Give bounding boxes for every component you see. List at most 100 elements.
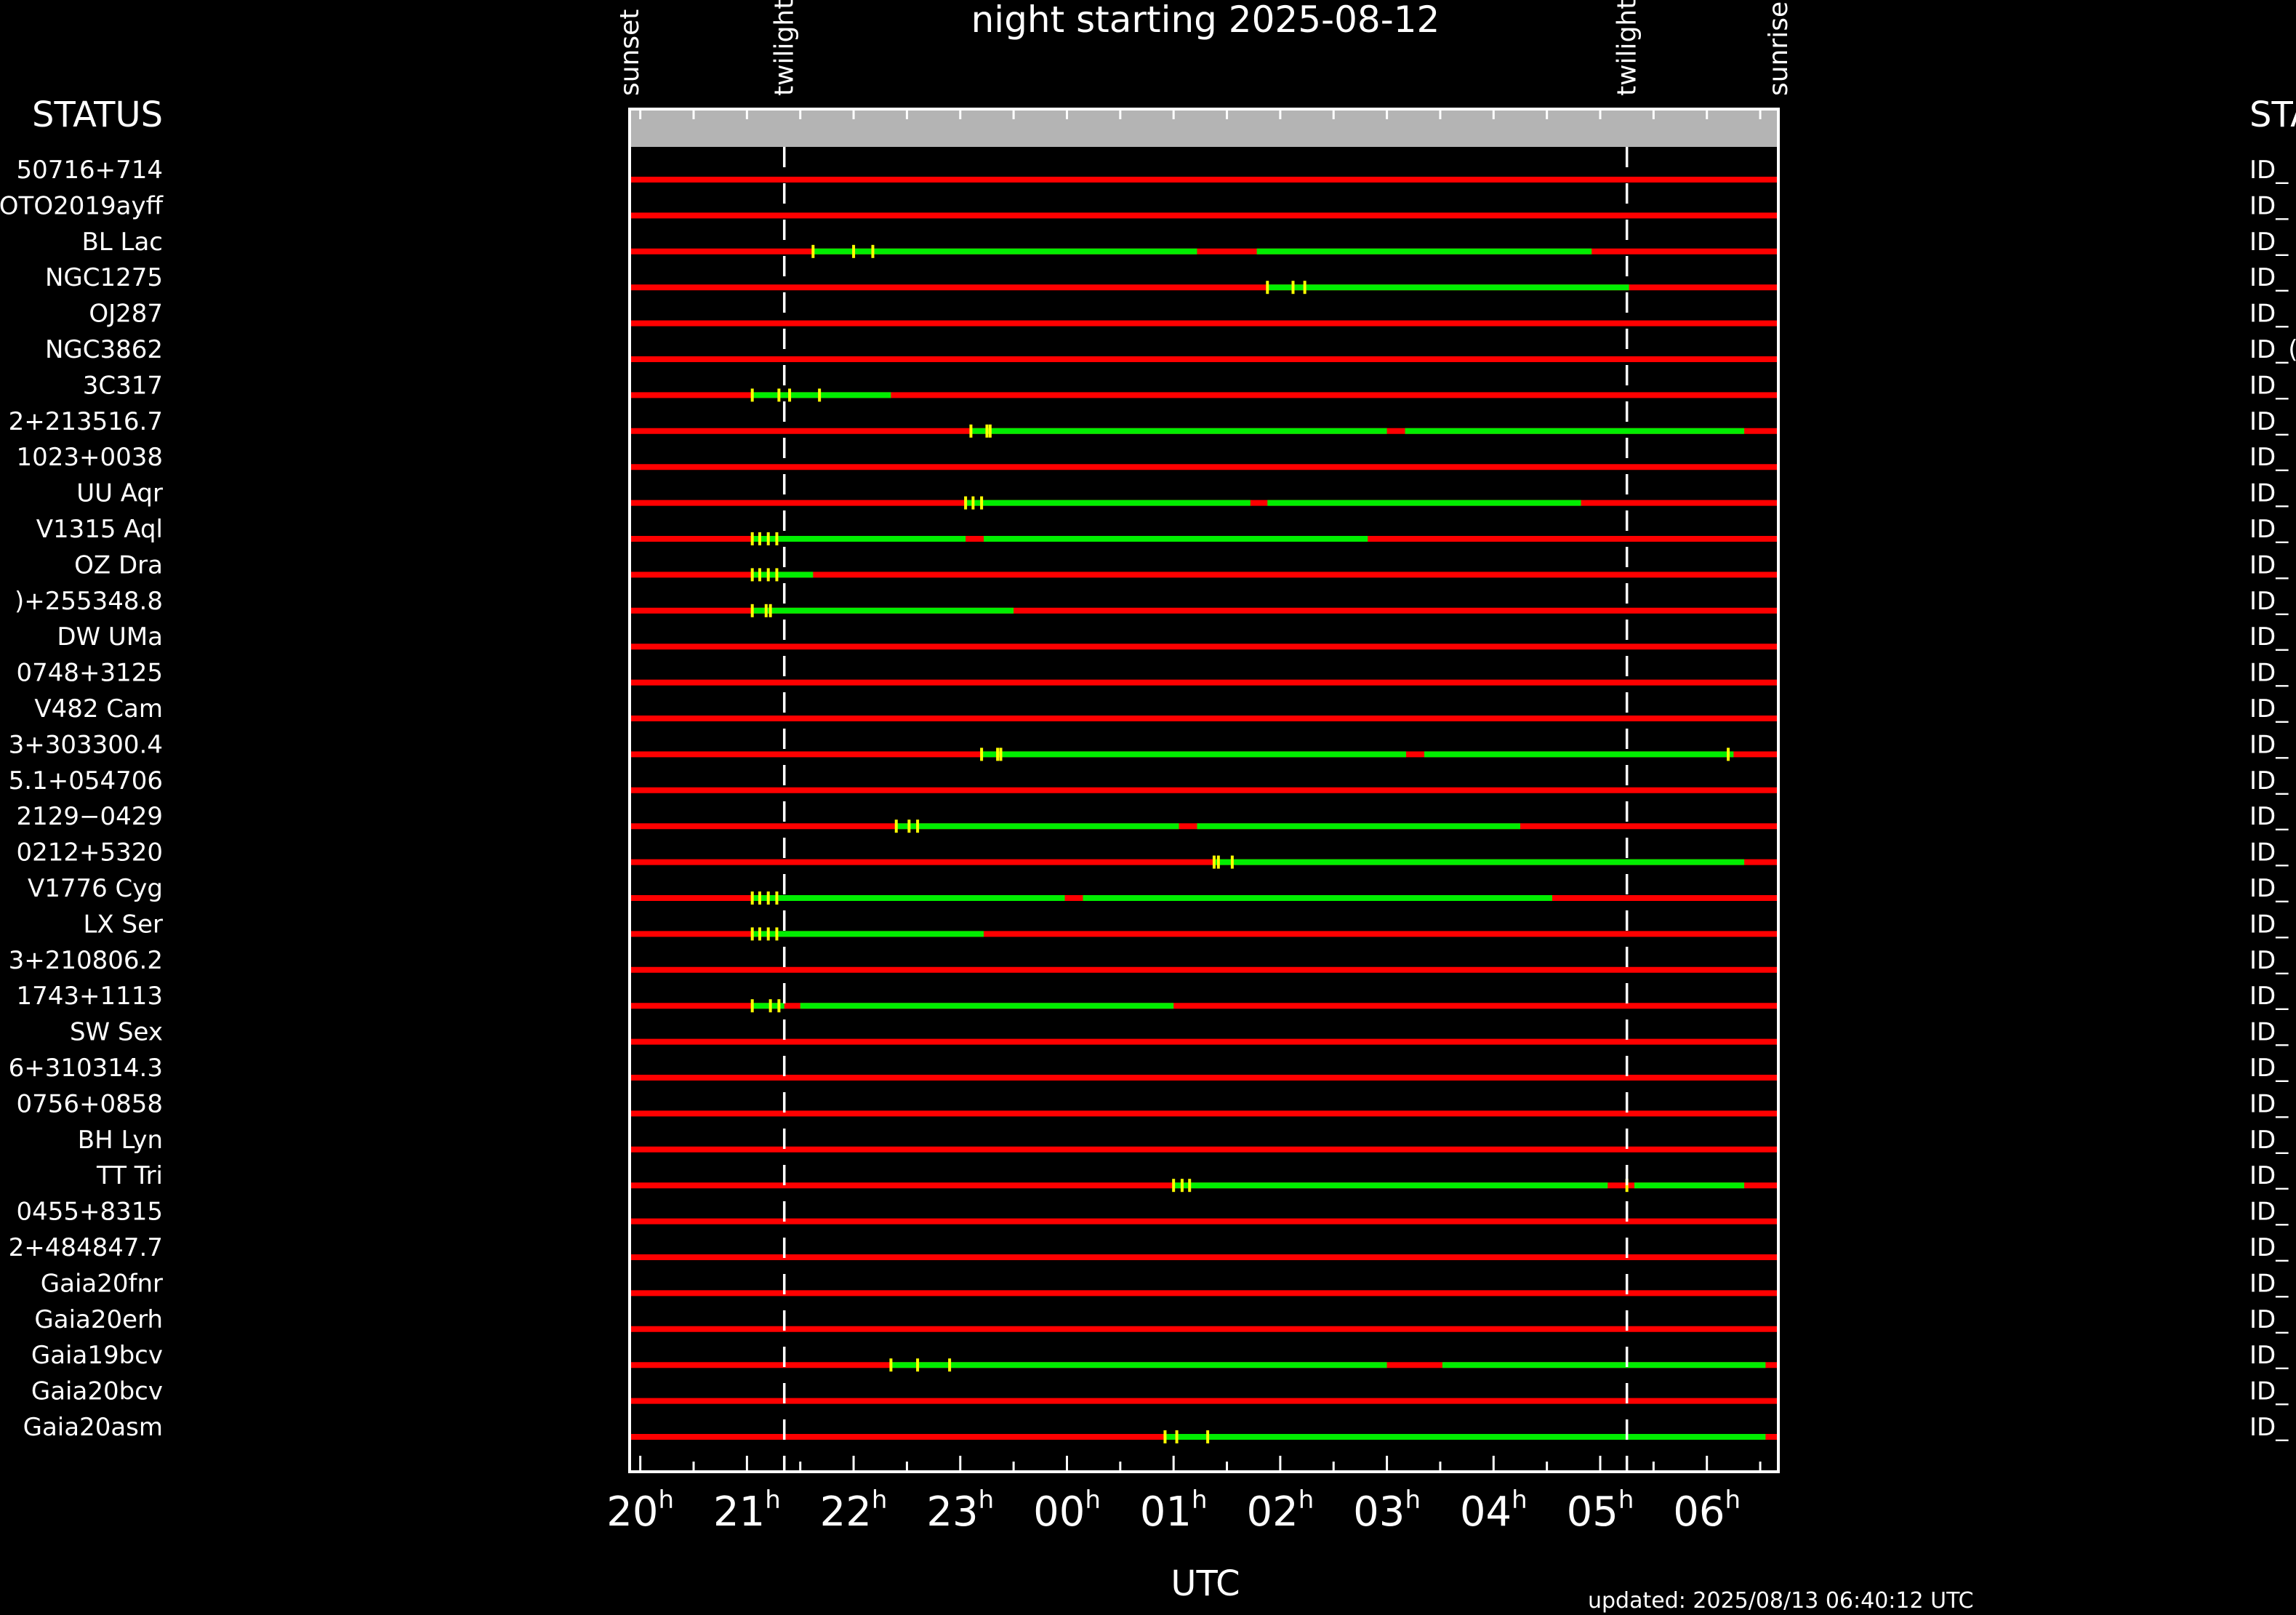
target-id-label: ID_ — [2249, 659, 2289, 688]
target-id-label: ID_ — [2249, 1018, 2289, 1047]
target-row-12 — [630, 604, 1778, 617]
header-band — [630, 109, 1778, 147]
x-tick-sup: h — [872, 1486, 888, 1515]
chart-title: night starting 2025-08-12 — [971, 0, 1440, 41]
x-tick-label: 01h — [1140, 1486, 1208, 1536]
target-label: 1023+0038 — [16, 443, 163, 472]
x-tick-sup: h — [1725, 1486, 1741, 1515]
target-label: NGC3862 — [45, 335, 163, 364]
x-tick-sup: h — [659, 1486, 675, 1515]
right-header: STA — [2249, 95, 2296, 135]
target-label: Gaia20erh — [34, 1305, 163, 1334]
target-id-label: ID_ — [2249, 1305, 2289, 1334]
target-label: V482 Cam — [34, 694, 163, 724]
target-label: Gaia20asm — [23, 1413, 163, 1442]
target-row-28 — [630, 1179, 1778, 1193]
target-id-label: ID_ — [2249, 1054, 2289, 1083]
target-label: BH Lyn — [78, 1126, 163, 1155]
target-label: NGC1275 — [45, 263, 163, 292]
target-id-label: ID_ — [2249, 228, 2289, 257]
updated-timestamp: updated: 2025/08/13 06:40:12 UTC — [1588, 1588, 1974, 1614]
target-id-label: ID_ — [2249, 263, 2289, 292]
target-row-19 — [630, 855, 1778, 869]
target-id-label: ID_ — [2249, 838, 2289, 867]
target-row-18 — [630, 819, 1778, 833]
target-label: DW UMa — [57, 622, 163, 652]
target-id-label: ID_ — [2249, 407, 2289, 436]
target-row-6 — [630, 388, 1778, 402]
target-label: 0756+0858 — [16, 1089, 163, 1118]
x-tick-label: 21h — [713, 1486, 781, 1536]
target-id-label: ID_ — [2249, 766, 2289, 796]
target-id-label: ID_ — [2249, 1161, 2289, 1190]
target-label: TT Tri — [96, 1161, 163, 1190]
marker-label-sunset: sunset — [615, 9, 645, 96]
target-label: SW Sex — [70, 1018, 163, 1047]
target-id-label: ID_ — [2249, 1089, 2289, 1118]
target-id-label: ID_ — [2249, 191, 2289, 220]
target-label: 0748+3125 — [16, 659, 163, 688]
target-id-label: ID_ — [2249, 1198, 2289, 1227]
x-tick-sup: h — [1405, 1486, 1421, 1515]
target-label: LX Ser — [83, 910, 163, 939]
target-row-10 — [630, 532, 1778, 545]
target-id-label: ID_ — [2249, 300, 2289, 329]
target-label: OZ Dra — [74, 550, 163, 580]
left-header: STATUS — [32, 95, 163, 135]
target-row-11 — [630, 568, 1778, 582]
target-id-label: ID_ — [2249, 515, 2289, 544]
x-tick-label: 06h — [1673, 1486, 1741, 1536]
x-tick-sup: h — [1512, 1486, 1528, 1515]
target-row-35 — [630, 1430, 1778, 1443]
x-tick-label: 02h — [1246, 1486, 1314, 1536]
target-id-label: ID_ — [2249, 550, 2289, 580]
target-label: 0212+5320 — [16, 838, 163, 867]
target-id-label: ID_ — [2249, 1377, 2289, 1406]
x-tick-label: 05h — [1567, 1486, 1634, 1536]
target-label: Gaia20fnr — [41, 1269, 163, 1298]
x-tick-label: 22h — [820, 1486, 888, 1536]
x-tick-sup: h — [1192, 1486, 1208, 1515]
x-axis-label: UTC — [1171, 1563, 1240, 1604]
target-id-label: ID_ — [2249, 802, 2289, 831]
x-tick-label: 03h — [1353, 1486, 1421, 1536]
target-row-21 — [630, 927, 1778, 941]
target-row-3 — [630, 281, 1778, 294]
target-id-label: ID_ — [2249, 587, 2289, 616]
x-tick-label: 23h — [926, 1486, 994, 1536]
target-label: 0455+8315 — [16, 1198, 163, 1227]
target-label: 5.1+054706 — [9, 766, 163, 796]
x-tick-label: 00h — [1033, 1486, 1101, 1536]
marker-label-twilight: twilight — [770, 0, 800, 96]
target-id-label: ID_ — [2249, 479, 2289, 508]
target-id-label: ID_ — [2249, 1341, 2289, 1370]
target-id-label: ID_ — [2249, 371, 2289, 400]
target-row-23 — [630, 999, 1778, 1013]
target-label: )+255348.8 — [15, 587, 163, 616]
target-row-20 — [630, 891, 1778, 905]
x-tick-sup: h — [1618, 1486, 1634, 1515]
target-id-label: ID_ — [2249, 156, 2289, 185]
target-id-label: ID_ — [2249, 443, 2289, 472]
marker-label-twilight: twilight — [1613, 0, 1642, 96]
target-label: 3+303300.4 — [9, 730, 163, 759]
x-tick-sup: h — [765, 1486, 781, 1515]
plot-frame — [628, 108, 1780, 1473]
target-id-label: ID_ — [2249, 730, 2289, 759]
target-label: 2129−0429 — [16, 802, 163, 831]
x-tick-sup: h — [979, 1486, 995, 1515]
target-row-9 — [630, 496, 1778, 510]
target-row-33 — [630, 1358, 1778, 1372]
target-row-16 — [630, 748, 1778, 761]
target-row-7 — [630, 424, 1778, 438]
target-label: 2+213516.7 — [9, 407, 163, 436]
target-label: 3+210806.2 — [9, 946, 163, 975]
target-label: 1743+1113 — [16, 982, 163, 1011]
target-label: OTO2019ayff — [0, 191, 164, 220]
marker-label-sunrise: sunrise — [1764, 1, 1794, 96]
target-label: V1315 Aql — [36, 515, 163, 544]
target-label: 6+310314.3 — [9, 1054, 163, 1083]
target-id-label: ID_ — [2249, 1126, 2289, 1155]
